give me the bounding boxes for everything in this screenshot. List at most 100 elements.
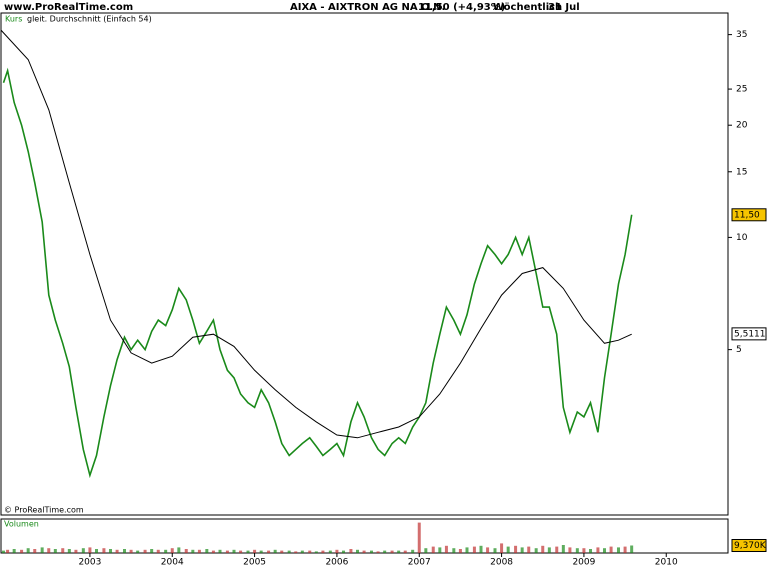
last-value-label: 9,370K — [734, 541, 767, 551]
volume-bar — [411, 549, 415, 553]
volume-bar — [362, 550, 366, 553]
y-tick-label: 5 — [736, 345, 742, 355]
plot-frame — [0, 12, 729, 516]
volume-bar — [520, 547, 524, 553]
y-tick-label: 10 — [736, 233, 748, 243]
volume-bar — [403, 550, 407, 553]
volume-bar — [239, 550, 243, 553]
y-tick-label: 15 — [736, 167, 747, 177]
volume-bar — [1, 550, 5, 553]
volume-bar — [12, 549, 16, 553]
volume-bar — [136, 550, 140, 553]
volume-bar — [88, 547, 92, 553]
volume-bar — [328, 550, 332, 553]
x-tick-label: 2003 — [78, 558, 101, 568]
volume-bar — [197, 549, 201, 553]
volume-bar — [253, 549, 257, 553]
volume-bar — [369, 550, 373, 553]
series-line — [0, 29, 632, 439]
volume-bar — [191, 549, 195, 553]
x-tick-label: 2008 — [490, 558, 513, 568]
volume-bar — [458, 549, 462, 553]
x-tick-label: 2010 — [655, 558, 678, 568]
x-tick-label: 2007 — [408, 558, 431, 568]
volume-bar — [184, 549, 188, 553]
volume-bar — [575, 548, 579, 553]
last-value-label: 11,50 — [734, 210, 760, 220]
volume-bar — [129, 549, 133, 553]
volume-bar — [390, 550, 394, 553]
volume-bar — [164, 549, 168, 553]
volume-bar — [349, 549, 353, 553]
volume-bar — [67, 549, 71, 553]
volume-bar — [506, 546, 510, 553]
volume-bar — [294, 551, 298, 553]
volume-bar — [417, 522, 421, 553]
volume-bar — [376, 551, 380, 553]
volume-bar — [465, 547, 469, 553]
volume-bar — [170, 548, 174, 553]
volume-bar — [486, 547, 490, 553]
series-line — [2, 67, 633, 479]
volume-bar — [115, 549, 119, 553]
legend-price: Kurs — [5, 15, 22, 24]
volume-bar — [259, 550, 263, 553]
volume-bar — [321, 550, 325, 553]
volume-bar — [40, 547, 44, 553]
volume-bar — [218, 549, 222, 553]
volume-bar — [205, 549, 209, 553]
volume-bar — [623, 546, 627, 553]
quote: 11,50 (+4,93%) — [418, 2, 505, 13]
volume-bar — [444, 545, 448, 553]
volume-bar — [603, 548, 607, 553]
date: 31 Jul — [548, 2, 580, 13]
volume-bar — [514, 545, 518, 553]
volume-bar — [383, 550, 387, 553]
volume-bar — [308, 550, 312, 553]
y-tick-label: 20 — [736, 121, 748, 131]
volume-bar — [438, 547, 442, 553]
chart-title: AIXA - AIXTRON AG NA O.N. — [290, 2, 445, 13]
volume-bar — [397, 550, 401, 553]
volume-bar — [300, 550, 304, 553]
volume-bar — [431, 546, 435, 553]
volume-bar — [102, 548, 106, 553]
x-tick-label: 2009 — [572, 558, 595, 568]
volume-bar — [452, 548, 456, 553]
y-tick-label: 35 — [736, 30, 747, 40]
volume-bar — [232, 549, 236, 553]
volume-bar — [609, 546, 613, 553]
volume-bar — [500, 543, 504, 553]
volume-bar — [280, 550, 284, 553]
volume-bar — [47, 548, 51, 553]
volume-bar — [122, 549, 126, 553]
y-tick-label: 25 — [736, 85, 747, 95]
volume-bar — [273, 549, 277, 553]
x-tick-label: 2005 — [243, 558, 266, 568]
volume-bar — [314, 551, 318, 553]
x-tick-label: 2006 — [325, 558, 348, 568]
volume-bar — [534, 548, 538, 553]
x-tick-label: 2004 — [161, 558, 184, 568]
volume-bar — [472, 546, 476, 553]
volume-bar — [589, 549, 593, 553]
volume-bar — [246, 550, 250, 553]
volume-bar — [630, 545, 634, 553]
last-value-box — [731, 208, 767, 222]
volume-bar — [493, 548, 497, 553]
volume-bar — [568, 547, 572, 553]
volume-bar — [342, 550, 346, 553]
volume-bar — [479, 545, 483, 553]
volume-bar — [81, 548, 85, 553]
volume-bar — [225, 550, 229, 553]
volume-bar — [582, 548, 586, 553]
last-value-box — [731, 539, 767, 553]
volume-bar — [616, 547, 620, 553]
volume-bar — [6, 549, 10, 553]
volume-bar — [555, 546, 559, 553]
volume-bar — [33, 549, 37, 553]
volume-bar — [211, 550, 215, 553]
volume-bar — [20, 549, 24, 553]
